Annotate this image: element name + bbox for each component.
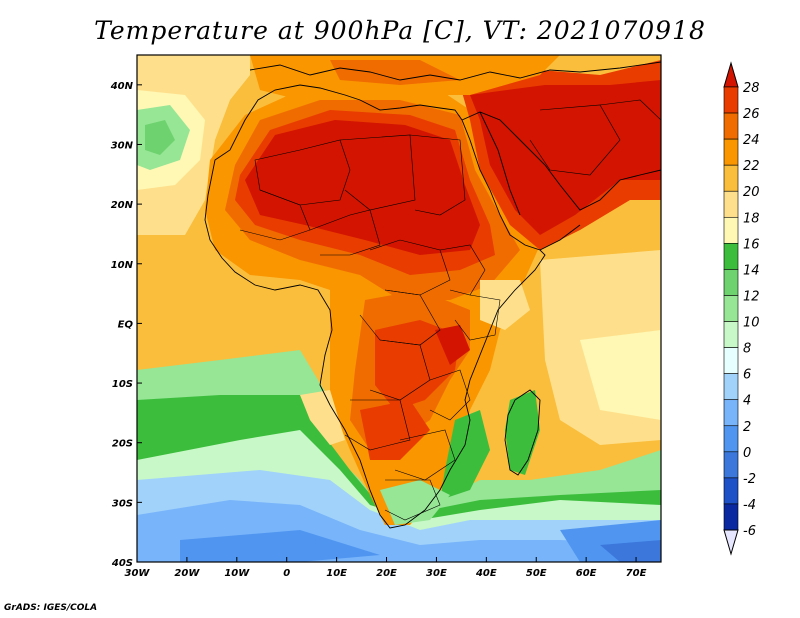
x-tick-label: 10E bbox=[326, 568, 347, 579]
colorbar-segment bbox=[723, 451, 739, 479]
colorbar-segment bbox=[723, 164, 739, 192]
colorbar-label: 6 bbox=[743, 368, 751, 383]
colorbar-top-arrow bbox=[723, 61, 739, 88]
colorbar-label: 26 bbox=[743, 107, 760, 122]
colorbar-segment bbox=[723, 86, 739, 114]
y-tick-label: EQ bbox=[118, 319, 134, 330]
longitude-axis: 30W 20W 10W 0 10E 20E 30E 40E 50E 60E 70E bbox=[125, 557, 647, 579]
x-tick-label: 30E bbox=[426, 568, 447, 579]
colorbar-label: 18 bbox=[743, 211, 760, 226]
y-tick-label: 10S bbox=[112, 379, 133, 390]
y-tick-label: 20N bbox=[111, 200, 134, 211]
colorbar-label: 14 bbox=[743, 263, 760, 278]
colorbar-segment bbox=[723, 347, 739, 374]
x-tick-label: 20E bbox=[376, 568, 397, 579]
y-tick-label: 30S bbox=[112, 498, 133, 509]
coastlines bbox=[204, 61, 661, 529]
colorbar-segment bbox=[723, 399, 739, 427]
colorbar-label: 20 bbox=[743, 185, 760, 200]
colorbar-segment bbox=[723, 190, 739, 218]
credit-text: GrADS: IGES/COLA bbox=[4, 603, 98, 613]
colorbar-segment bbox=[723, 373, 739, 401]
colorbar-bottom-arrow bbox=[723, 529, 739, 556]
colorbar-segment bbox=[723, 295, 739, 322]
colorbar-label: 0 bbox=[743, 446, 751, 461]
y-tick-label: 40S bbox=[111, 558, 133, 569]
colorbar-segment bbox=[723, 243, 739, 270]
colorbar-label: 12 bbox=[743, 289, 760, 304]
map-title: Temperature at 900hPa [C], VT: 202107091… bbox=[94, 16, 706, 45]
colorbar-segment bbox=[723, 425, 739, 453]
colorbar-label: 16 bbox=[743, 237, 760, 252]
y-tick-label: 10N bbox=[111, 260, 134, 271]
y-tick-label: 20S bbox=[112, 439, 133, 450]
colorbar-label: 28 bbox=[743, 81, 760, 96]
colorbar-segment bbox=[723, 503, 739, 531]
colorbar-segment bbox=[723, 138, 739, 166]
colorbar-label: -6 bbox=[743, 524, 756, 539]
colorbar-label: 2 bbox=[743, 420, 751, 435]
colorbar-label: -2 bbox=[743, 472, 756, 487]
colorbar-segment bbox=[723, 112, 739, 140]
colorbar-segment bbox=[723, 216, 739, 244]
x-tick-label: 40E bbox=[475, 568, 497, 579]
map-frame bbox=[136, 54, 662, 563]
colorbar-label: 24 bbox=[743, 133, 760, 148]
colorbar-label: 4 bbox=[743, 394, 751, 409]
colorbar-label: 22 bbox=[743, 159, 760, 174]
country-borders bbox=[239, 99, 661, 521]
y-tick-label: 40N bbox=[110, 81, 134, 92]
x-tick-label: 20W bbox=[174, 568, 200, 579]
x-tick-label: 60E bbox=[576, 568, 597, 579]
x-tick-label: 70E bbox=[626, 568, 647, 579]
colorbar-label: 10 bbox=[743, 316, 760, 331]
colorbar-label: 8 bbox=[743, 342, 751, 357]
x-tick-label: 10W bbox=[224, 568, 250, 579]
y-tick-label: 30N bbox=[111, 140, 134, 151]
colorbar-segment bbox=[723, 321, 739, 348]
colorbar-segment bbox=[723, 477, 739, 505]
x-tick-label: 0 bbox=[283, 568, 290, 579]
colorbar-label: -4 bbox=[743, 498, 756, 513]
temperature-field bbox=[137, 55, 661, 562]
x-tick-label: 50E bbox=[526, 568, 547, 579]
colorbar-segment bbox=[723, 269, 739, 296]
x-tick-label: 30W bbox=[125, 568, 151, 579]
latitude-axis: 40S 30S 20S 10S EQ 10N 20N 30N 40N bbox=[110, 81, 142, 569]
